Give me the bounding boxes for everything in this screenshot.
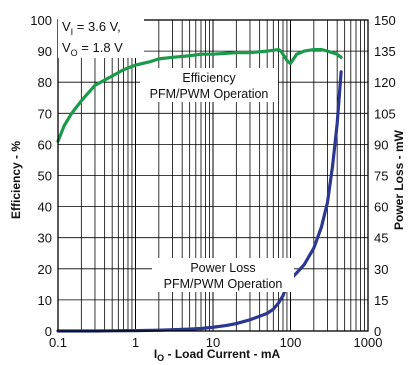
- y-right-tick-label: 15: [374, 293, 388, 308]
- y-axis-right-label: Power Loss - mW: [392, 129, 406, 230]
- x-tick-label: 10: [206, 335, 220, 350]
- efficiency-annotation-box: [140, 68, 278, 102]
- y-left-tick-label: 0: [45, 324, 52, 339]
- efficiency-annotation-line1: Efficiency: [182, 71, 236, 85]
- y-left-tick-label: 70: [38, 106, 52, 121]
- y-right-tick-label: 0: [374, 324, 381, 339]
- efficiency-annotation-line2: PFM/PWM Operation: [150, 87, 269, 101]
- x-axis-label: IO - Load Current - mA: [154, 347, 281, 363]
- y-left-tick-label: 40: [38, 200, 52, 215]
- y-left-tick-label: 100: [30, 13, 52, 28]
- x-tick-label: 0.1: [49, 335, 67, 350]
- y-left-tick-label: 90: [38, 44, 52, 59]
- y-axis-left-label: Efficiency - %: [9, 141, 23, 219]
- x-tick-label: 1: [132, 335, 139, 350]
- y-left-tick-label: 60: [38, 137, 52, 152]
- y-left-tick-label: 80: [38, 75, 52, 90]
- y-right-tick-label: 75: [374, 169, 388, 184]
- y-left-tick-label: 50: [38, 169, 52, 184]
- efficiency-series-line: [56, 47, 343, 143]
- y-right-tick-label: 135: [374, 44, 396, 59]
- condition-vo: VO = 1.8 V: [62, 40, 123, 58]
- y-left-tick-label: 30: [38, 231, 52, 246]
- plot-border: [57, 19, 369, 332]
- y-right-tick-label: 30: [374, 262, 388, 277]
- power-loss-series-line: [56, 70, 343, 333]
- loss-annotation-line2: PFM/PWM Operation: [164, 277, 283, 291]
- y-right-tick-label: 90: [374, 137, 388, 152]
- loss-annotation-line1: Power Loss: [190, 261, 255, 275]
- tick-labels: 0.1 1 10 100 1000010203040506070809010001530…: [30, 13, 395, 350]
- y-right-tick-label: 45: [374, 231, 388, 246]
- y-left-tick-label: 20: [38, 262, 52, 277]
- x-tick-label: 100: [280, 335, 302, 350]
- y-right-tick-label: 150: [374, 13, 396, 28]
- y-right-tick-label: 105: [374, 106, 396, 121]
- y-left-tick-label: 10: [38, 293, 52, 308]
- x-tick-label: 1000: [354, 335, 383, 350]
- conditions-box: [58, 11, 144, 58]
- y-right-tick-label: 60: [374, 200, 388, 215]
- loss-annotation-box: [152, 258, 294, 292]
- y-right-tick-label: 120: [374, 75, 396, 90]
- series-group: [56, 47, 343, 333]
- condition-vi: VI = 3.6 V,: [62, 19, 121, 37]
